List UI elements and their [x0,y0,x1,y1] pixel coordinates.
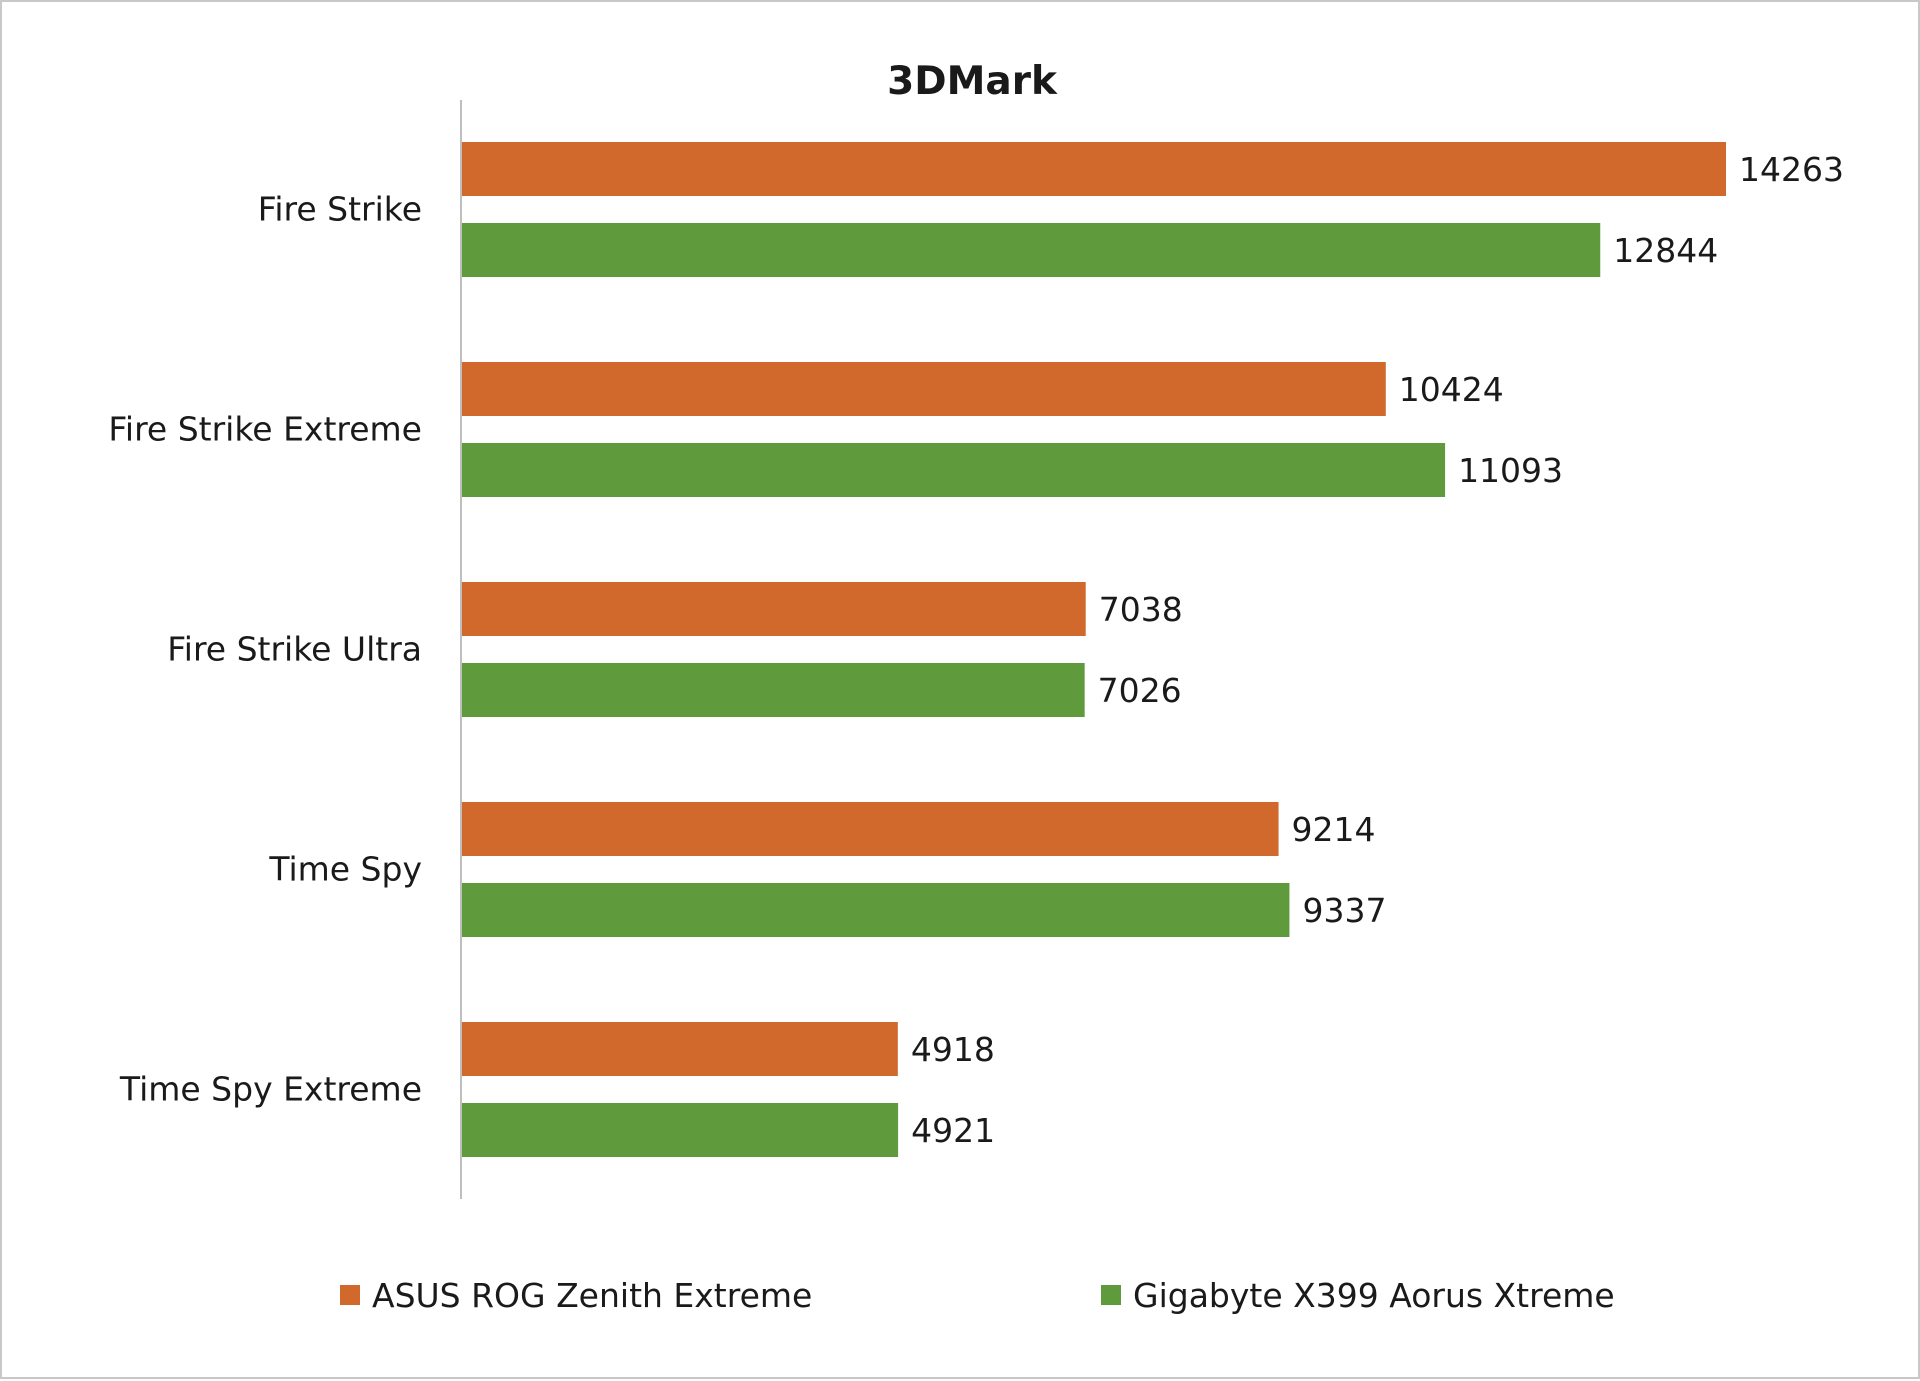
bar-asus [462,362,1386,416]
bars-group [462,142,1726,1157]
data-label: 4918 [911,1030,995,1069]
legend-label: ASUS ROG Zenith Extreme [372,1276,812,1315]
labels-group: Fire Strike 14263 12844 Fire Strike Extreme… [108,150,1844,1150]
bar-gigabyte [462,663,1085,717]
data-label: 11093 [1458,451,1563,490]
data-label: 9214 [1292,810,1376,849]
chart-title: 3DMark [887,59,1058,104]
category-label: Time Spy [268,850,422,889]
category-label: Fire Strike Ultra [167,630,422,669]
category-label: Fire Strike Extreme [108,410,422,449]
bar-gigabyte [462,223,1601,277]
category-label: Fire Strike [258,190,422,229]
data-label: 10424 [1399,370,1504,409]
data-label: 4921 [911,1111,995,1150]
legend-label: Gigabyte X399 Aorus Xtreme [1133,1276,1615,1315]
legend-swatch [1101,1285,1121,1305]
bar-gigabyte [462,1103,899,1157]
data-label: 12844 [1613,231,1718,270]
legend: ASUS ROG Zenith Extreme Gigabyte X399 Aor… [340,1276,1615,1315]
data-label: 9337 [1302,891,1386,930]
data-label: 7026 [1098,671,1182,710]
data-label: 14263 [1739,150,1844,189]
legend-swatch [340,1285,360,1305]
bar-gigabyte [462,443,1446,497]
bar-asus [462,802,1279,856]
data-label: 7038 [1099,590,1183,629]
category-label: Time Spy Extreme [119,1070,422,1109]
bar-asus [462,1022,898,1076]
bar-asus [462,582,1086,636]
bar-gigabyte [462,883,1290,937]
bar-asus [462,142,1726,196]
